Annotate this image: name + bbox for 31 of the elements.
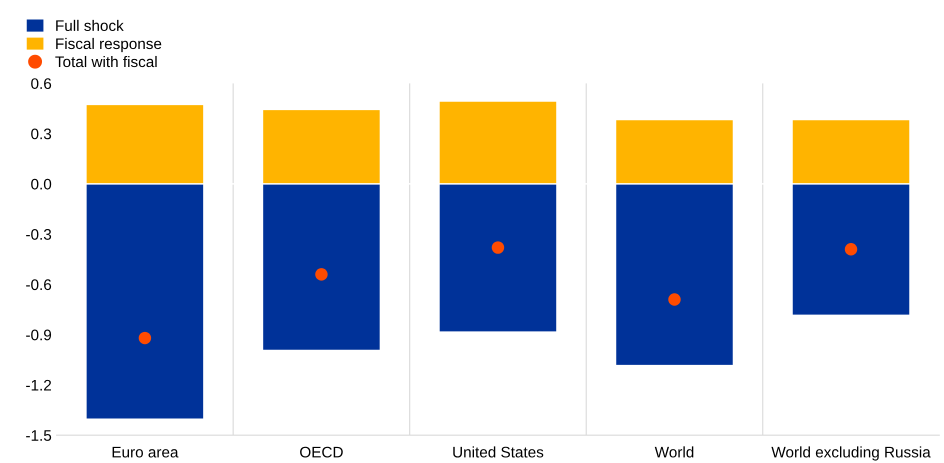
bar	[616, 184, 733, 365]
bar	[792, 120, 910, 184]
x-tick-label: United States	[453, 446, 544, 458]
bar	[263, 184, 380, 350]
y-tick-label: -0.9	[26, 330, 52, 340]
bar	[86, 105, 204, 184]
bar	[263, 110, 380, 184]
bar	[616, 120, 733, 184]
bar	[86, 184, 204, 418]
x-tick-label: World excluding Russia	[771, 446, 931, 461]
y-tick-label: -1.5	[26, 430, 52, 441]
legend-label: Total with fiscal	[55, 56, 157, 68]
y-tick-label: 0.0	[31, 178, 52, 190]
y-tick-label: -1.2	[26, 380, 52, 390]
x-tick-label: World	[654, 446, 694, 458]
bar	[440, 184, 556, 332]
y-tick-label: -0.3	[26, 229, 52, 240]
bar	[792, 184, 910, 315]
y-tick-label: -0.6	[26, 279, 52, 290]
x-tick-label: OECD	[300, 446, 343, 458]
y-tick-label: 0.6	[31, 78, 52, 90]
point	[844, 243, 858, 256]
bar	[440, 102, 556, 184]
point	[315, 268, 328, 281]
y-tick-label: 0.3	[31, 128, 52, 140]
x-tick-label: Euro area	[112, 446, 178, 458]
point	[492, 241, 504, 254]
legend-label: Fiscal response	[56, 38, 162, 52]
legend-label: Full shock	[56, 20, 124, 32]
point	[138, 332, 152, 344]
point	[668, 293, 681, 306]
